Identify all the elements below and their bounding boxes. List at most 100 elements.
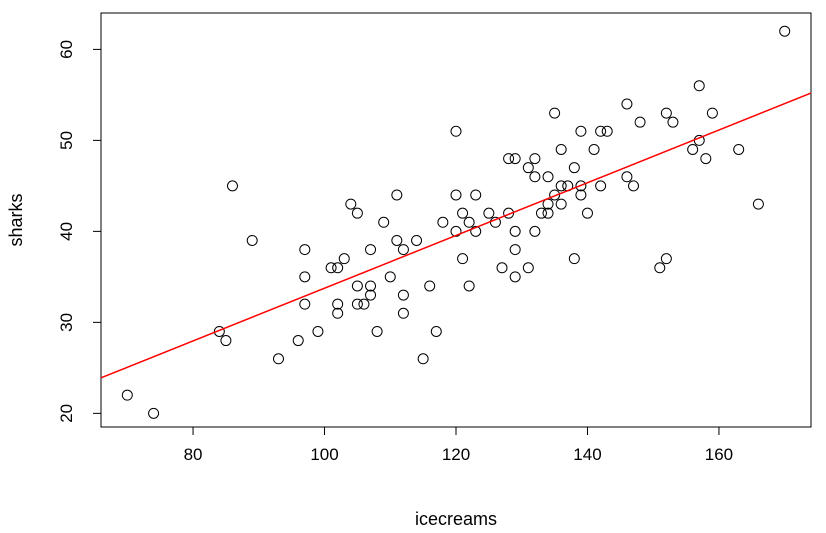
data-point [220,335,232,347]
y-tick-label: 50 [57,131,76,150]
data-point [752,198,764,210]
data-point [542,207,554,219]
data-point [621,171,633,183]
x-tick-label: 140 [573,445,601,464]
y-axis: 20 30 40 50 60 [57,40,101,423]
data-point [568,162,580,174]
data-point [430,325,442,337]
plot-frame [100,12,812,428]
data-point [628,180,639,192]
data-point [581,207,593,219]
data-point [621,98,633,110]
data-point [549,189,561,201]
data-point [535,207,547,219]
data-point [595,180,607,192]
data-point [660,107,672,119]
data-point [273,353,284,365]
data-point [522,162,534,174]
data-point [450,125,462,137]
data-point [371,325,383,337]
x-tick-label: 80 [184,445,203,464]
data-point [345,198,357,210]
data-point [450,189,462,201]
data-point [312,325,324,337]
data-point [391,189,403,201]
data-point [384,271,396,283]
y-axis-label: sharks [6,193,26,246]
data-point [397,244,409,256]
data-point [365,280,377,292]
data-point [568,253,580,265]
x-tick-label: 100 [310,445,338,464]
data-point [378,216,390,228]
data-point [529,153,541,165]
data-point [397,289,409,301]
data-point [332,298,344,310]
data-point [325,262,337,274]
data-point [292,335,304,347]
data-point [654,262,666,274]
data-point [509,225,521,237]
data-point [542,171,554,183]
y-tick-label: 40 [57,222,76,241]
data-point [457,207,469,219]
data-point [365,289,377,301]
data-point [299,244,311,256]
data-point [299,271,311,283]
data-point [397,307,409,319]
data-point [417,353,429,365]
data-point [299,298,311,310]
data-point [667,116,679,128]
data-point [351,280,363,292]
data-points [121,25,791,419]
data-point [522,262,534,274]
data-point [332,307,344,319]
data-point [148,407,160,419]
data-point [529,225,541,237]
data-point [555,198,567,210]
data-point [332,262,344,274]
data-point [529,171,541,183]
data-point [687,143,699,155]
x-tick-label: 120 [442,445,470,464]
data-point [213,325,225,337]
data-point [595,125,607,137]
data-point [503,207,515,219]
data-point [351,207,363,219]
data-point [733,143,745,155]
data-point [779,25,791,37]
data-point [391,234,403,246]
y-tick-label: 30 [57,313,76,332]
data-point [601,125,613,137]
data-point [338,253,350,265]
x-axis-label: icecreams [415,509,497,529]
data-point [509,244,521,256]
data-point [575,125,587,137]
regression-line [100,92,812,379]
data-point [450,225,462,237]
data-point [549,107,561,119]
data-point [575,189,587,201]
data-point [358,298,370,310]
data-point [706,107,718,119]
data-point [575,180,587,192]
data-point [555,180,567,192]
data-point [437,216,449,228]
data-point [365,244,377,256]
data-point [509,271,521,283]
data-point [496,262,508,274]
data-point [700,153,712,165]
y-tick-label: 60 [57,40,76,59]
data-point [660,253,672,265]
data-point [121,389,133,401]
data-point [463,216,475,228]
data-point [411,234,423,246]
data-point [470,225,482,237]
data-point [226,180,238,192]
data-point [424,280,436,292]
data-point [351,298,363,310]
data-point [588,143,600,155]
data-point [483,207,495,219]
data-point [509,153,521,165]
